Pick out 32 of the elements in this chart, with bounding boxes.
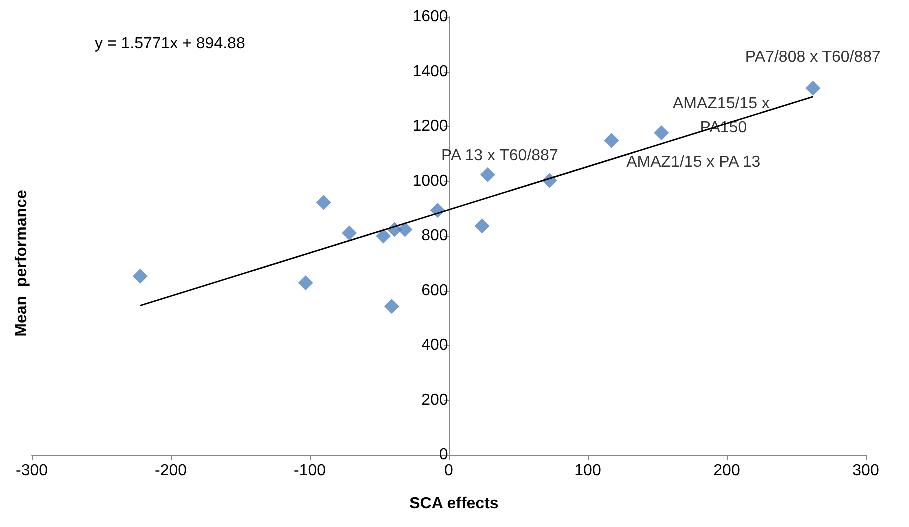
x-tick-label: 200	[714, 462, 740, 480]
point	[806, 80, 821, 96]
point	[398, 222, 413, 238]
x-axis-title: SCA effects	[410, 496, 499, 512]
x-tick-label: 100	[574, 462, 602, 480]
x-tick-label: -300	[16, 462, 48, 480]
y-tick-label: 400	[422, 337, 448, 354]
point	[376, 228, 392, 244]
point	[654, 126, 670, 141]
point	[604, 133, 620, 148]
x-tick-label: 300	[852, 462, 880, 480]
annotation: y = 1.5771x + 894.88	[95, 36, 246, 52]
annotation: AMAZ1/15 x PA 13	[626, 154, 761, 172]
y-tick-label: 1000	[412, 172, 448, 190]
y-tick-label: 1600	[412, 8, 448, 26]
y-tick-label: 600	[422, 282, 448, 300]
y-tick-label: 1400	[412, 63, 448, 80]
y-tick-label: 0	[439, 446, 448, 464]
y-tick-label: 800	[422, 228, 448, 244]
x-tick-label: -200	[154, 462, 188, 480]
annotation: PA7/808 x T60/887	[745, 48, 882, 66]
y-axis-title: Mean performance	[14, 190, 30, 337]
point	[298, 276, 314, 291]
point	[342, 226, 358, 241]
x-tick-label: -100	[294, 462, 326, 480]
point	[474, 218, 490, 234]
y-tick-label: 200	[422, 392, 448, 409]
point	[132, 269, 148, 284]
point	[316, 195, 332, 210]
point	[384, 299, 400, 314]
y-tick-label: 1200	[412, 118, 448, 135]
point	[480, 167, 496, 182]
